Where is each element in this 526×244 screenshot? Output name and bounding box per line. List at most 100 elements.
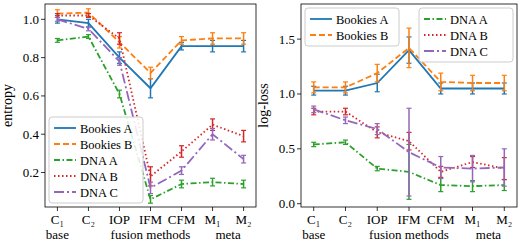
error-bar-cap (148, 203, 153, 204)
error-bar-cap (241, 51, 246, 52)
legend-label: DNA C (80, 186, 118, 200)
error-bar (311, 82, 316, 93)
x-tick-label: IFM (139, 212, 163, 227)
error-bar (438, 178, 443, 191)
error-bar-cap (311, 81, 316, 82)
y-tick-label: 0.2 (23, 165, 39, 180)
x-tick-label: M₁ (464, 212, 480, 227)
error-bar (148, 67, 153, 78)
error-bar (502, 75, 507, 90)
error-bar-cap (375, 170, 380, 171)
y-tick (41, 172, 45, 173)
error-bar-cap (55, 9, 60, 10)
error-bar-stem (119, 58, 121, 66)
series-line (57, 19, 243, 88)
error-bar-cap (179, 166, 184, 167)
error-bar-cap (375, 81, 380, 82)
error-bar-cap (179, 187, 184, 188)
error-bar (148, 79, 153, 98)
x-tick (345, 207, 346, 211)
error-bar-cap (55, 17, 60, 18)
x-tick-label: IOP (367, 212, 388, 227)
error-bar-stem (345, 140, 347, 144)
x-tick (150, 207, 151, 211)
error-bar-cap (241, 141, 246, 142)
x-tick (212, 207, 213, 211)
error-bar-cap (241, 180, 246, 181)
error-bar (55, 14, 60, 18)
x-tick (119, 207, 120, 211)
error-bar-stem (243, 33, 245, 44)
series-line (57, 19, 243, 188)
error-bar-cap (210, 185, 215, 186)
error-bar-stem (345, 82, 347, 93)
error-bar-cap (210, 139, 215, 140)
error-bar-stem (376, 124, 378, 135)
error-bar-stem (376, 166, 378, 170)
legend-swatch (54, 175, 76, 177)
error-bar-cap (470, 90, 475, 91)
error-bar-cap (311, 114, 316, 115)
error-bar-cap (343, 144, 348, 145)
error-bar-cap (311, 94, 316, 95)
y-tick (41, 95, 45, 96)
error-bar (343, 117, 348, 124)
error-bar-cap (343, 114, 348, 115)
legend-swatch (54, 143, 76, 145)
error-bar (179, 146, 184, 157)
error-bar (438, 157, 443, 179)
error-bar-stem (313, 106, 315, 113)
legend-swatch (424, 18, 446, 20)
error-bar-cap (210, 178, 215, 179)
error-bar-cap (179, 49, 184, 50)
error-bar-cap (86, 38, 91, 39)
error-bar-stem (119, 33, 121, 44)
series-line (57, 13, 243, 73)
error-bar-cap (241, 130, 246, 131)
x-tick (313, 207, 314, 211)
error-bar-stem (408, 28, 410, 68)
group-label: meta (215, 227, 240, 242)
error-bar-stem (440, 73, 442, 91)
error-bar-cap (470, 181, 475, 182)
legend-swatch (54, 159, 76, 161)
legend-label: Bookies A (336, 13, 388, 27)
x-tick-label: M₂ (496, 212, 512, 227)
x-tick-label: IFM (397, 212, 421, 227)
legend-swatch (54, 191, 76, 193)
error-bar-cap (470, 155, 475, 156)
error-bar-cap (117, 57, 122, 58)
legend-box (419, 8, 513, 62)
error-bar (210, 33, 215, 44)
y-tick-label: 0.8 (23, 50, 39, 65)
x-tick-label: CFM (168, 212, 196, 227)
y-tick-label: 0.4 (23, 127, 40, 142)
error-bar-cap (210, 44, 215, 45)
error-bar-stem (212, 128, 214, 139)
error-bar-cap (407, 108, 412, 109)
y-tick-label: 1.0 (23, 12, 39, 27)
error-bar-cap (55, 17, 60, 18)
error-bar-stem (243, 180, 245, 188)
x-tick (472, 207, 473, 211)
error-bar-cap (375, 91, 380, 92)
legend-label: DNA A (450, 13, 488, 27)
error-bar-cap (55, 17, 60, 18)
legend-box (305, 8, 399, 46)
error-bar (117, 33, 122, 44)
error-bar-cap (148, 97, 153, 98)
y-tick (41, 134, 45, 135)
error-bar-cap (241, 162, 246, 163)
x-tick-label: C₂ (82, 212, 95, 227)
error-bar-stem (472, 75, 474, 90)
error-bar-stem (440, 157, 442, 179)
error-bar (148, 182, 153, 193)
error-bar-cap (375, 166, 380, 167)
error-bar-cap (148, 166, 153, 167)
figure: 0.20.40.60.81.0C₁C₂IOPIFMCFMM₁M₂basefusi… (0, 0, 526, 244)
x-tick (57, 207, 58, 211)
x-tick-label: IOP (109, 212, 130, 227)
error-bar-cap (55, 21, 60, 22)
y-tick (41, 19, 45, 20)
panel: 0.20.40.60.81.0C₁C₂IOPIFMCFMM₁M₂basefusi… (0, 4, 256, 242)
